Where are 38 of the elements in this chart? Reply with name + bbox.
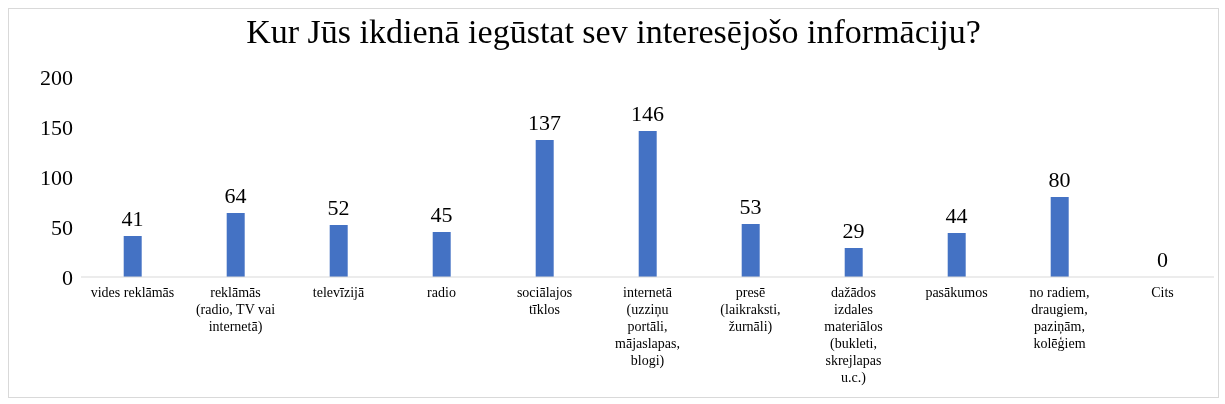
data-label: 41	[121, 206, 144, 231]
x-tick-label: vides reklāmās	[90, 285, 175, 300]
bar	[535, 140, 554, 277]
y-tick-label: 200	[40, 64, 73, 90]
bar	[741, 224, 760, 277]
data-label: 80	[1048, 167, 1071, 192]
bar	[844, 248, 863, 277]
y-tick-label: 100	[40, 164, 73, 190]
bar	[947, 233, 966, 277]
x-tick-label: internetā (uzziņu portāli, mājaslapas, blogi)	[615, 285, 680, 369]
data-label: 146	[631, 101, 664, 126]
y-tick-label: 50	[51, 214, 73, 240]
y-tick-label: 0	[62, 264, 73, 290]
chart-title: Kur Jūs ikdienā iegūstat sev interesējošo informāciju?	[245, 13, 982, 51]
x-tick-label: pasākumos	[925, 285, 988, 300]
data-label: 52	[327, 195, 350, 220]
bar	[123, 236, 142, 277]
data-label: 45	[430, 202, 453, 227]
bar	[432, 232, 451, 277]
data-label: 44	[945, 203, 968, 228]
bar	[1050, 197, 1069, 277]
x-tick-label: sociālajos tīklos	[516, 285, 573, 317]
data-label: 53	[739, 194, 762, 219]
x-tick-label: no radiem, draugiem, paziņām, kolēģiem	[1029, 285, 1090, 351]
bar	[226, 213, 245, 277]
x-tick-label: radio	[427, 285, 456, 300]
x-tick-label: televīzijā	[312, 285, 365, 300]
data-label: 0	[1157, 247, 1168, 272]
y-tick-label: 150	[40, 114, 73, 140]
bar	[329, 225, 348, 277]
data-label: 137	[528, 110, 561, 135]
data-label: 64	[224, 183, 247, 208]
x-tick-label: dažādos izdales materiālos (bukleti, skrejlapas u.c.)	[824, 285, 883, 386]
x-tick-label: Cits	[1151, 285, 1174, 300]
x-tick-label: reklāmās (radio, TV vai internetā)	[195, 285, 276, 335]
data-label: 29	[842, 218, 865, 243]
x-tick-label: presē (laikraksti, žurnāli)	[720, 285, 781, 335]
bar	[638, 131, 657, 277]
